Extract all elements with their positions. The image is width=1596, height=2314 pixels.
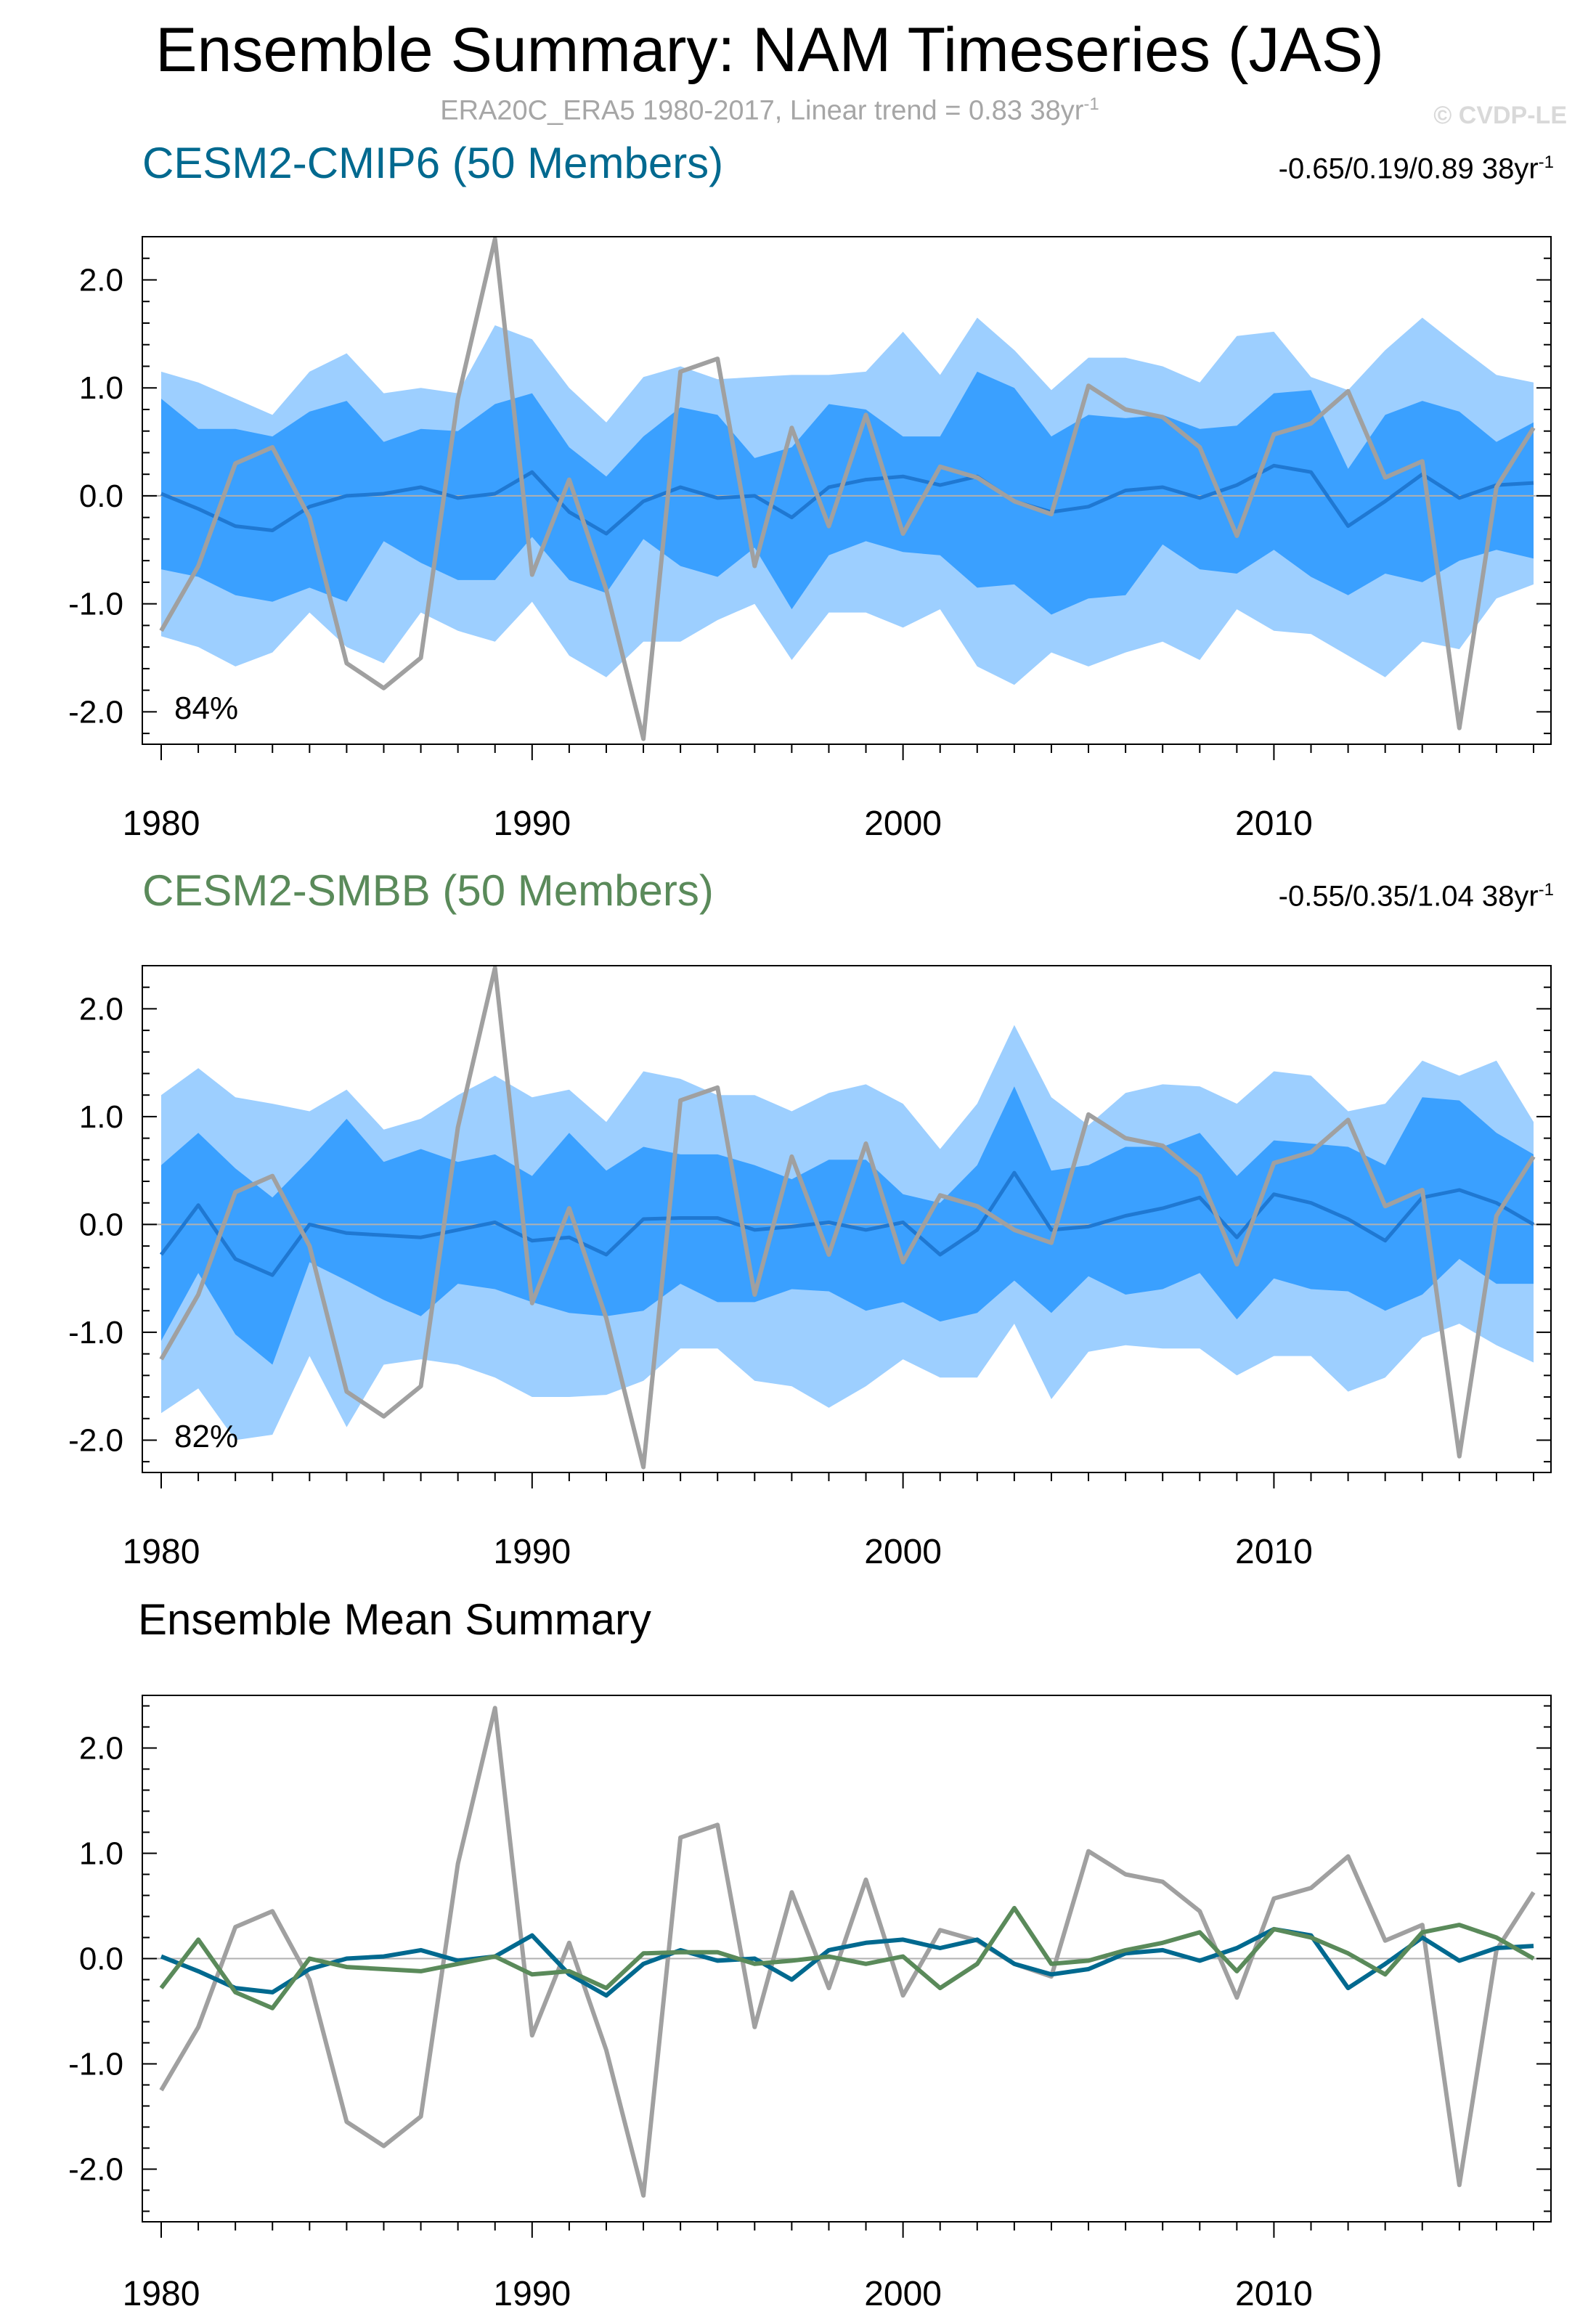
watermark: © CVDP-LE — [1433, 102, 1567, 129]
summary-xtick-label: 2010 — [1235, 2275, 1313, 2313]
cmip6-ytick-label: -1.0 — [68, 587, 123, 622]
summary-xtick-label: 2000 — [864, 2275, 942, 2313]
subtitle-sup: -1 — [1083, 94, 1099, 114]
smbb-xtick-label: 2010 — [1235, 1533, 1313, 1571]
summary-xtick-label: 1990 — [493, 2275, 571, 2313]
cmip6-ytick-label: 2.0 — [79, 262, 123, 298]
main-title: Ensemble Summary: NAM Timeseries (JAS) — [155, 15, 1384, 85]
summary-plot: -2.0 -1.0 0.0 1.0 2.0 1980 1990 2000 2010 — [68, 1695, 1552, 2313]
smbb-x-axis: 1980 1990 2000 2010 — [123, 1472, 1534, 1571]
cmip6-xtick-label: 2000 — [864, 804, 942, 843]
smbb-range-label: -0.55/0.35/1.04 38yr-1 — [1279, 880, 1554, 913]
cmip6-x-axis: 1980 1990 2000 2010 — [123, 744, 1534, 843]
cmip6-xtick-label: 1980 — [123, 804, 200, 843]
summary-ytick-label: -2.0 — [68, 2152, 123, 2188]
cmip6-percent-label: 84% — [174, 690, 238, 726]
smbb-range-text: -0.55/0.35/1.04 38yr — [1278, 880, 1539, 913]
cmip6-range-sup: -1 — [1538, 152, 1554, 172]
smbb-ytick-label: -2.0 — [68, 1422, 123, 1458]
cmip6-frame — [142, 236, 1552, 745]
smbb-ytick-label: 0.0 — [79, 1207, 123, 1242]
smbb-y-axis: -2.0 -1.0 0.0 1.0 2.0 — [68, 965, 1551, 1463]
smbb-ytick-label: -1.0 — [68, 1315, 123, 1350]
cmip6-plot: -2.0 -1.0 0.0 1.0 2.0 1980 1990 2000 2010 — [68, 236, 1552, 843]
smbb-xtick-label: 1980 — [123, 1533, 200, 1571]
cmip6-ensemble-mean-line — [160, 463, 1534, 536]
cmip6-y-axis: -2.0 -1.0 0.0 1.0 2.0 — [68, 236, 1551, 735]
summary-xtick-label: 1980 — [123, 2275, 200, 2313]
cmip6-range-text: -0.65/0.19/0.89 38yr — [1278, 152, 1539, 185]
summary-ytick-label: 2.0 — [79, 1731, 123, 1767]
cmip6-ytick-label: -2.0 — [68, 694, 123, 730]
summary-x-axis: 1980 1990 2000 2010 — [123, 2222, 1534, 2313]
cmip6-panel-title: CESM2-CMIP6 (50 Members) — [142, 139, 724, 187]
smbb-range-sup: -1 — [1538, 880, 1554, 900]
smbb-ytick-label: 1.0 — [79, 1099, 123, 1135]
subtitle-text: ERA20C_ERA5 1980-2017, Linear trend = 0.… — [440, 95, 1084, 126]
cmip6-xtick-label: 1990 — [493, 804, 571, 843]
smbb-xtick-label: 1990 — [493, 1533, 571, 1571]
smbb-panel-title: CESM2-SMBB (50 Members) — [142, 866, 714, 915]
summary-ytick-label: 1.0 — [79, 1836, 123, 1872]
summary-panel-title: Ensemble Mean Summary — [138, 1595, 651, 1644]
cmip6-range-label: -0.65/0.19/0.89 38yr-1 — [1279, 152, 1554, 185]
summary-ytick-label: -1.0 — [68, 2047, 123, 2082]
cmip6-ytick-label: 1.0 — [79, 370, 123, 406]
smbb-xtick-label: 2000 — [864, 1533, 942, 1571]
smbb-ensemble-mean-line — [159, 1170, 1535, 1277]
cmip6-inner-band — [161, 371, 1534, 615]
subtitle: ERA20C_ERA5 1980-2017, Linear trend = 0.… — [0, 94, 1539, 127]
smbb-observed-line — [159, 966, 1536, 1470]
summary-series-era20c-era5 — [159, 1706, 1536, 2198]
summary-ytick-label: 0.0 — [79, 1942, 123, 1977]
smbb-ytick-label: 2.0 — [79, 991, 123, 1027]
cmip6-observed-line — [159, 237, 1536, 741]
cmip6-ytick-label: 0.0 — [79, 478, 123, 514]
smbb-plot: -2.0 -1.0 0.0 1.0 2.0 1980 1990 2000 2010 — [68, 965, 1552, 1571]
smbb-percent-label: 82% — [174, 1419, 238, 1454]
summary-series-cesm2-smbb — [159, 1905, 1535, 2011]
summary-y-axis: -2.0 -1.0 0.0 1.0 2.0 — [68, 1705, 1551, 2212]
cmip6-xtick-label: 2010 — [1235, 804, 1313, 843]
smbb-frame — [142, 965, 1552, 1473]
